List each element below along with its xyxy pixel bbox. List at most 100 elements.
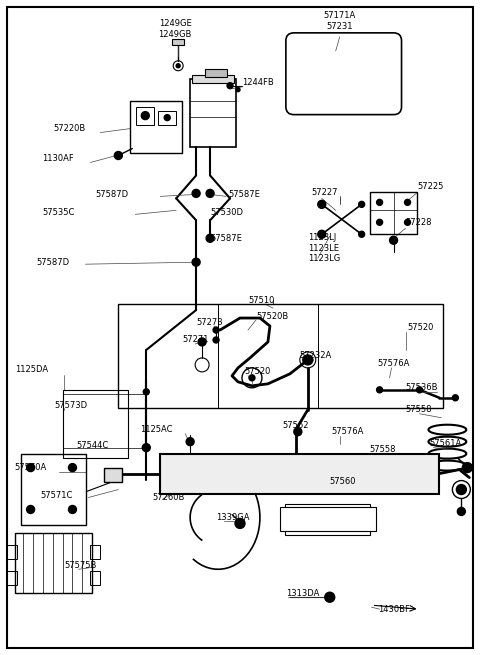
Bar [136, 107, 154, 124]
Text: 57587E: 57587E [228, 190, 260, 199]
Text: 1313DA: 1313DA [286, 589, 319, 598]
Circle shape [303, 355, 313, 365]
Text: 57520: 57520 [244, 367, 270, 377]
Text: 1249GE
1249GB: 1249GE 1249GB [158, 19, 192, 39]
Text: 57530D: 57530D [210, 208, 243, 217]
Circle shape [318, 231, 326, 238]
Circle shape [377, 219, 383, 225]
Bar [370, 193, 418, 234]
Text: 1339GA: 1339GA [216, 513, 250, 522]
FancyBboxPatch shape [280, 508, 376, 531]
Circle shape [377, 387, 383, 393]
Text: 57227: 57227 [312, 188, 338, 197]
Bar [192, 75, 234, 83]
Text: 57560: 57560 [330, 477, 356, 486]
Circle shape [192, 189, 200, 197]
Bar [158, 111, 176, 124]
Circle shape [213, 327, 219, 333]
Circle shape [186, 438, 194, 445]
Text: 57570A: 57570A [15, 463, 47, 472]
Circle shape [227, 83, 233, 88]
Bar [15, 533, 93, 593]
Text: 1430BF: 1430BF [378, 605, 409, 614]
Text: 57271: 57271 [182, 335, 209, 345]
Text: 1125AC: 1125AC [140, 425, 173, 434]
Circle shape [377, 199, 383, 206]
Circle shape [69, 506, 76, 514]
Circle shape [462, 462, 472, 472]
Bar [7, 546, 17, 559]
Circle shape [142, 443, 150, 452]
Circle shape [456, 485, 467, 495]
Text: 57520B: 57520B [256, 312, 288, 320]
Circle shape [325, 592, 335, 602]
Circle shape [26, 464, 35, 472]
Circle shape [164, 115, 170, 121]
Bar [104, 468, 122, 481]
Text: 57562: 57562 [282, 421, 308, 430]
Circle shape [452, 395, 458, 401]
Bar [7, 571, 17, 586]
Circle shape [176, 64, 180, 67]
Circle shape [405, 199, 410, 206]
Text: 57587D: 57587D [96, 190, 129, 199]
Text: 57260B: 57260B [152, 493, 185, 502]
Bar [160, 454, 439, 493]
Bar [190, 79, 236, 147]
Bar [119, 304, 444, 408]
Text: 57587E: 57587E [210, 234, 242, 243]
Bar [62, 390, 128, 458]
Bar [172, 39, 184, 45]
Circle shape [359, 231, 365, 237]
Circle shape [206, 189, 214, 197]
Text: 57520: 57520 [408, 324, 434, 333]
Text: 57576A: 57576A [332, 427, 364, 436]
Text: 1125DA: 1125DA [15, 365, 48, 375]
Circle shape [294, 428, 302, 436]
Circle shape [457, 508, 465, 515]
Circle shape [192, 258, 200, 266]
Bar [205, 69, 227, 77]
Text: 57575B: 57575B [64, 561, 97, 570]
Text: 57220B: 57220B [54, 124, 86, 133]
Text: 57273: 57273 [196, 318, 223, 326]
Text: 57561A: 57561A [430, 439, 462, 448]
Circle shape [213, 337, 219, 343]
Bar [90, 571, 100, 586]
Text: 57571C: 57571C [41, 491, 73, 500]
Circle shape [390, 236, 397, 244]
Text: 1244FB: 1244FB [242, 78, 274, 87]
Text: 57171A
57231: 57171A 57231 [324, 11, 356, 31]
Circle shape [69, 464, 76, 472]
Text: 57232A: 57232A [300, 352, 332, 360]
Text: 57573D: 57573D [55, 402, 88, 410]
Circle shape [26, 506, 35, 514]
Text: REF.56-577: REF.56-577 [296, 514, 360, 525]
Circle shape [141, 111, 149, 120]
Bar [90, 546, 100, 559]
Text: 1130AF: 1130AF [43, 154, 74, 163]
Circle shape [236, 88, 240, 92]
Text: 57535C: 57535C [43, 208, 75, 217]
Bar [21, 454, 86, 525]
Bar [130, 101, 182, 153]
Circle shape [249, 375, 255, 381]
Circle shape [235, 519, 245, 529]
Text: 57587D: 57587D [36, 257, 70, 267]
Text: 57558: 57558 [370, 445, 396, 454]
Circle shape [318, 200, 326, 208]
Text: 57510: 57510 [248, 295, 275, 305]
Circle shape [144, 389, 149, 395]
Text: 57544C: 57544C [76, 441, 109, 450]
Text: 57576A: 57576A [378, 360, 410, 368]
Circle shape [198, 338, 206, 346]
Circle shape [114, 151, 122, 159]
Text: 1123LJ
1123LE
1123LG: 1123LJ 1123LE 1123LG [308, 233, 340, 263]
Circle shape [417, 387, 422, 393]
Circle shape [405, 219, 410, 225]
Circle shape [359, 201, 365, 208]
Text: 57558: 57558 [406, 405, 432, 414]
Text: 57228: 57228 [406, 218, 432, 227]
Text: 57225: 57225 [418, 182, 444, 191]
Circle shape [206, 234, 214, 242]
